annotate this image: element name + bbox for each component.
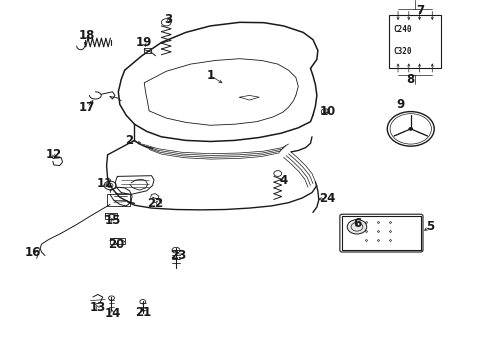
Text: 8: 8 bbox=[406, 73, 414, 86]
Text: 20: 20 bbox=[107, 238, 124, 251]
Text: 13: 13 bbox=[89, 301, 106, 314]
Text: 22: 22 bbox=[147, 197, 163, 210]
Text: 2: 2 bbox=[125, 134, 133, 147]
Text: 6: 6 bbox=[352, 217, 360, 230]
Text: 17: 17 bbox=[79, 101, 95, 114]
Text: 1: 1 bbox=[206, 69, 214, 82]
Text: 3: 3 bbox=[164, 13, 172, 26]
Text: 7: 7 bbox=[416, 4, 424, 17]
Text: 21: 21 bbox=[135, 306, 151, 319]
Text: 10: 10 bbox=[319, 105, 335, 118]
Text: 23: 23 bbox=[170, 249, 186, 262]
Bar bbox=[388, 15, 440, 68]
Text: 9: 9 bbox=[396, 98, 404, 111]
Text: 4: 4 bbox=[279, 174, 287, 186]
Text: 18: 18 bbox=[79, 29, 95, 42]
Text: 11: 11 bbox=[97, 177, 113, 190]
Circle shape bbox=[346, 220, 366, 234]
Text: C240: C240 bbox=[392, 25, 411, 34]
Circle shape bbox=[408, 127, 412, 130]
Text: 24: 24 bbox=[319, 192, 335, 204]
Text: 15: 15 bbox=[104, 214, 121, 227]
Text: C320: C320 bbox=[392, 47, 411, 56]
Text: 14: 14 bbox=[104, 307, 121, 320]
Text: 16: 16 bbox=[25, 246, 41, 258]
Bar bbox=[106, 194, 130, 206]
Text: 19: 19 bbox=[136, 36, 152, 49]
Text: 5: 5 bbox=[426, 220, 433, 233]
Text: 12: 12 bbox=[45, 148, 62, 161]
